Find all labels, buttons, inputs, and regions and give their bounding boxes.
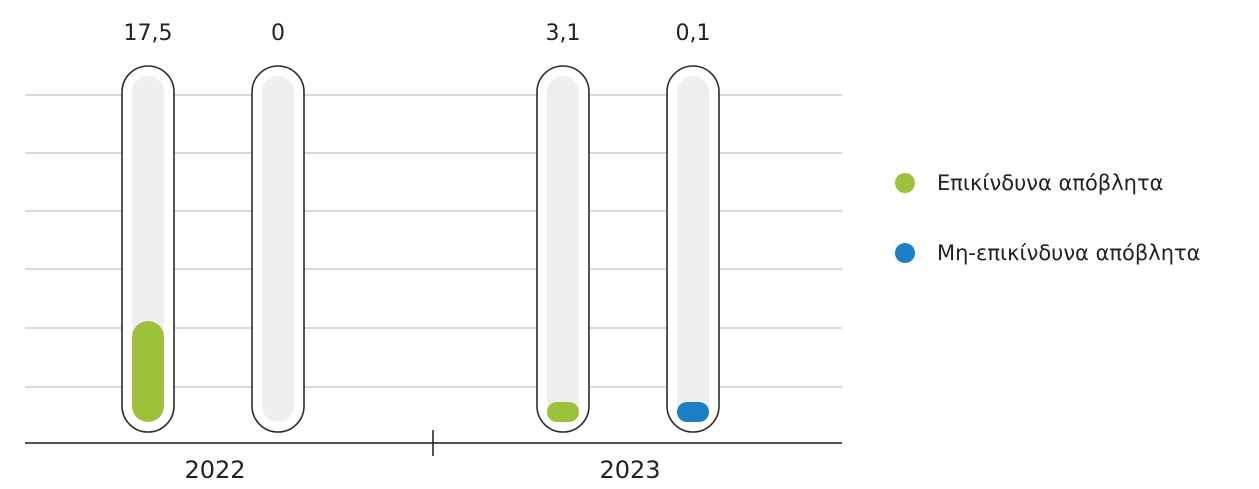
- bar-track: [677, 76, 709, 422]
- bar-fill: [547, 402, 579, 422]
- legend-swatch-non-hazardous: [895, 243, 915, 263]
- bar-fill: [677, 402, 709, 422]
- labels-layer: 17,5 0 2022 3,1 0,1 2023: [124, 21, 711, 484]
- legend: Επικίνδυνα απόβλητα Μη-επικίνδυνα απόβλη…: [895, 168, 1259, 308]
- data-label: 0,1: [676, 21, 711, 46]
- bar-fill: [132, 321, 164, 422]
- legend-label-non-hazardous: Μη-επικίνδυνα απόβλητα: [937, 241, 1201, 265]
- legend-item-non-hazardous: Μη-επικίνδυνα απόβλητα: [895, 238, 1259, 268]
- bars-layer: [121, 65, 720, 433]
- x-axis: [25, 430, 842, 456]
- bar-track: [262, 76, 294, 422]
- x-tick-label: 2023: [599, 456, 660, 484]
- legend-label-hazardous: Επικίνδυνα απόβλητα: [937, 171, 1164, 195]
- x-tick-label: 2022: [184, 456, 245, 484]
- data-label: 0: [271, 21, 285, 46]
- legend-item-hazardous: Επικίνδυνα απόβλητα: [895, 168, 1259, 198]
- bar-track: [547, 76, 579, 422]
- legend-swatch-hazardous: [895, 173, 915, 193]
- data-label: 3,1: [546, 21, 581, 46]
- data-label: 17,5: [124, 21, 173, 46]
